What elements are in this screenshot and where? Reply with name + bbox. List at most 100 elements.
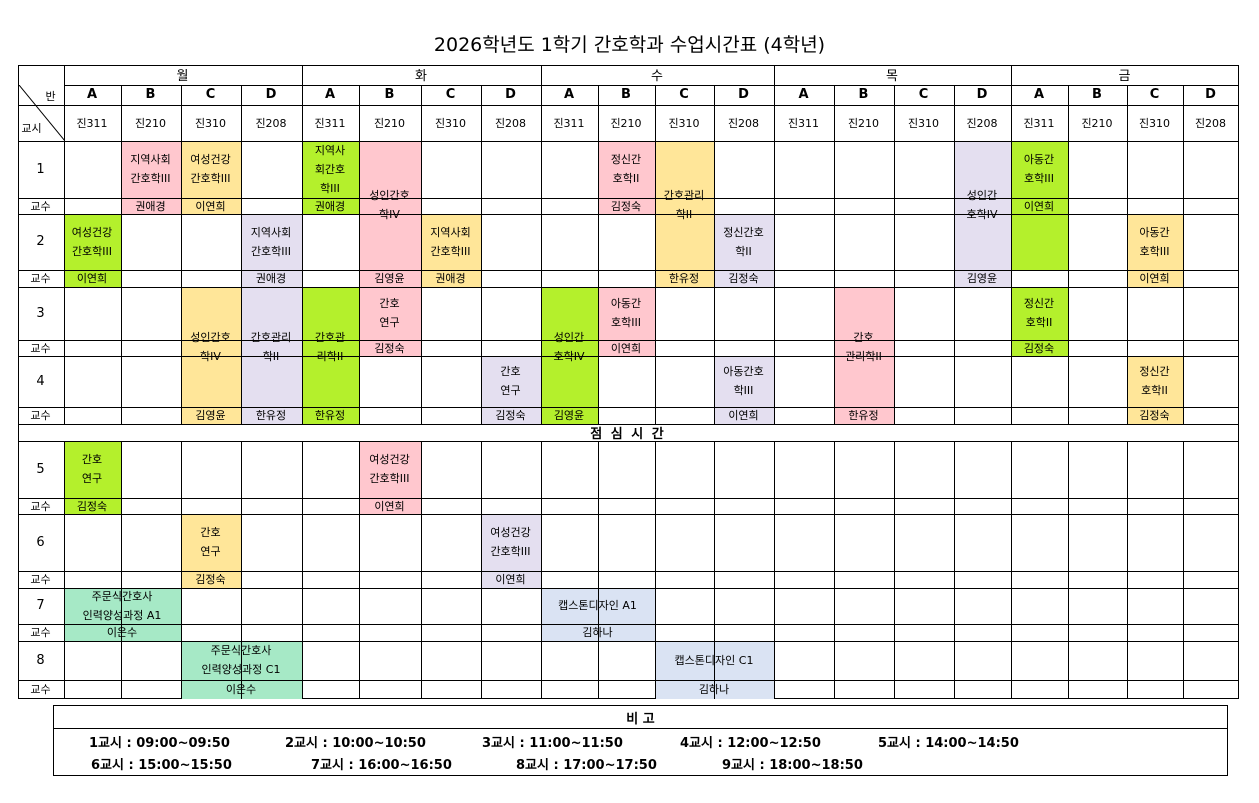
period-number: 2 — [36, 234, 45, 249]
course-name[interactable]: 여성건강 간호학III — [71, 225, 113, 258]
grid-line — [1126, 84, 1128, 424]
course-name[interactable]: 간호 연구 — [200, 526, 221, 558]
section-letter: C — [205, 87, 216, 102]
course-name[interactable]: 성인간호 학IV — [190, 330, 231, 363]
grid-line — [17, 406, 1239, 408]
grid-line — [240, 84, 242, 424]
grid-line — [773, 440, 775, 699]
room-label: 진311 — [787, 116, 820, 130]
course-name[interactable]: 캡스톤디자인 A1 — [558, 599, 637, 612]
period-time-9: 9교시 : 18:00~18:50 — [722, 758, 863, 773]
course-name[interactable]: 성인간 호학IV — [553, 330, 585, 363]
course-block — [120, 140, 181, 198]
grid-line — [301, 440, 303, 699]
grid-line — [17, 286, 1239, 288]
section-letter: D — [265, 87, 277, 102]
grid-line — [597, 84, 599, 424]
corner-period-label: 교시 — [21, 121, 42, 135]
grid-line — [654, 440, 656, 699]
period-time-6: 6교시 : 15:00~15:50 — [91, 758, 232, 773]
course-name[interactable]: 아동간 호학III — [1023, 153, 1055, 185]
course-name[interactable]: 정신간 호학II — [1023, 297, 1055, 329]
room-label: 진208 — [1194, 116, 1227, 130]
period-number: 1 — [36, 161, 45, 177]
course-name[interactable]: 간호관 리학II — [314, 330, 346, 363]
section-letter: D — [1205, 87, 1216, 102]
course-name[interactable]: 간호관리 학II — [250, 330, 292, 363]
grid-line — [63, 440, 65, 699]
professor-name: 이연희 — [713, 406, 774, 424]
course-name[interactable]: 여성건강 간호학III — [369, 453, 410, 485]
room-label: 진311 — [314, 116, 346, 130]
professor-name: 김정숙 — [358, 339, 421, 356]
course-name[interactable]: 지역사회 간호학III — [430, 225, 471, 258]
room-label: 진210 — [1081, 116, 1113, 130]
grid-line — [893, 84, 895, 424]
course-name[interactable]: 간호 연구 — [379, 297, 400, 329]
grid-line — [17, 623, 1239, 625]
timetable: 지역사회 간호학III 권애경 여성건강 간호학III 이연희 지역사 회간호 학III… — [17, 64, 1239, 699]
notes-box: 비 고 1교시 : 09:00~09:50 2교시 : 10:00~10:50 … — [53, 705, 1228, 776]
professor-name: 김정숙 — [1010, 339, 1068, 356]
faculty-row-label: 교수 — [30, 626, 51, 639]
professor-name: 한유정 — [240, 406, 302, 424]
professor-name: 김영윤 — [953, 269, 1011, 287]
course-name[interactable]: 성인간 호학IV — [966, 189, 998, 221]
course-block — [180, 513, 241, 571]
day-header: 화 — [415, 69, 427, 84]
course-name[interactable]: 간호관리 학II — [663, 189, 705, 221]
section-letter: A — [86, 87, 98, 102]
section-letter: B — [1092, 87, 1102, 102]
course-name[interactable]: 여성건강 간호학III — [490, 526, 531, 558]
course-block — [833, 286, 894, 407]
grid-line — [17, 423, 1239, 425]
grid-line — [1126, 440, 1128, 699]
room-label: 진208 — [966, 116, 998, 130]
room-label: 진208 — [494, 116, 527, 130]
period-time-5: 5교시 : 14:00~14:50 — [878, 736, 1019, 751]
course-name[interactable]: 아동간 호학III — [1139, 225, 1170, 258]
corner-diagonal — [19, 84, 65, 141]
grid-line — [17, 640, 1239, 642]
room-label: 진310 — [668, 116, 700, 130]
course-name[interactable]: 정신간호 학II — [723, 225, 764, 258]
course-name[interactable]: 지역사회 간호학III — [130, 153, 171, 185]
grid-line — [1067, 440, 1069, 699]
course-name[interactable]: 아동간호 학III — [723, 365, 764, 397]
professor-name: 권애경 — [420, 269, 481, 287]
course-name[interactable]: 주문식간호사 인력양성과정 A1 — [82, 589, 162, 622]
room-label: 진210 — [610, 116, 642, 130]
room-label: 진311 — [76, 116, 108, 130]
professor-name: 이연희 — [358, 497, 421, 514]
grid-line — [240, 440, 242, 699]
course-name[interactable]: 정신간 호학II — [610, 153, 642, 185]
grid-line — [420, 440, 422, 699]
grid-line — [17, 269, 1239, 271]
period-number: 8 — [36, 652, 45, 668]
course-name[interactable]: 캡스톤디자인 C1 — [674, 653, 754, 667]
course-name[interactable]: 성인간호 학IV — [369, 189, 410, 221]
course-name[interactable]: 정신간 호학II — [1139, 365, 1170, 397]
day-header: 월 — [176, 69, 189, 84]
professor-name: 권애경 — [301, 197, 359, 214]
section-letter: B — [384, 87, 395, 102]
course-name[interactable]: 지역사회 간호학III — [250, 225, 292, 258]
grid-line — [893, 440, 895, 699]
room-label: 진310 — [194, 116, 227, 130]
grid-line — [1010, 64, 1012, 424]
grid-line — [17, 213, 1239, 215]
professor-name: 김영윤 — [540, 406, 598, 424]
course-name[interactable]: 주문식간호사 인력양성과정 C1 — [201, 644, 281, 676]
course-name[interactable]: 간호 연구 — [500, 365, 521, 397]
course-block — [540, 286, 598, 407]
course-name[interactable]: 간호 연구 — [81, 453, 103, 485]
course-name[interactable]: 지역사 회간호 학III — [314, 143, 346, 195]
faculty-row-label: 교수 — [30, 272, 51, 285]
grid-line — [17, 587, 1239, 589]
course-name[interactable]: 간호 관리학II — [845, 330, 882, 363]
grid-line — [833, 84, 835, 424]
course-name[interactable]: 여성건강 간호학III — [190, 153, 231, 185]
grid-line — [180, 440, 182, 699]
course-block — [358, 140, 421, 270]
course-name[interactable]: 아동간 호학III — [610, 297, 642, 329]
